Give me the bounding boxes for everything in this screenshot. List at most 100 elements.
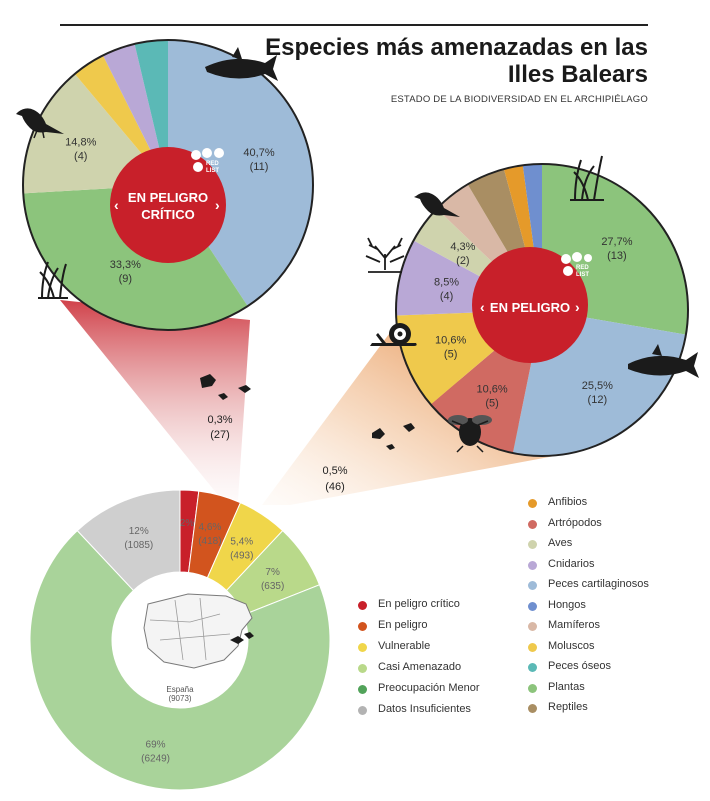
badge-critical-line1: EN PELIGRO bbox=[128, 190, 208, 205]
slice-pct-label: 27,7% bbox=[601, 236, 632, 248]
legend-label: Preocupación Menor bbox=[378, 682, 480, 694]
legend-groups: Anfibios Artrópodos Aves Cnidarios Peces car… bbox=[528, 496, 698, 726]
share-critical-count: (27) bbox=[210, 429, 230, 441]
slice-count-label: (635) bbox=[261, 581, 284, 592]
slice-count-label: (418) bbox=[198, 536, 221, 547]
redlist-text-2: LIST bbox=[576, 272, 589, 278]
slice-count-label: (5) bbox=[444, 349, 457, 361]
pie-outline bbox=[22, 39, 314, 331]
slice-pct-label: 8,5% bbox=[434, 277, 459, 289]
slice-pct-label: 12% bbox=[129, 526, 149, 537]
spain-total: (9073) bbox=[168, 694, 191, 703]
legend-swatch bbox=[358, 601, 367, 610]
bee-icon bbox=[448, 415, 492, 453]
badge-critical: EN PELIGRO CRÍTICO ‹ › RED LIST bbox=[110, 147, 226, 263]
spain-map-icon bbox=[143, 593, 254, 669]
legend-label: Artrópodos bbox=[548, 516, 602, 529]
snail-icon bbox=[370, 323, 417, 346]
chevron-right-icon: › bbox=[215, 197, 220, 213]
slice-count-label: (13) bbox=[607, 250, 627, 262]
top-rule bbox=[60, 24, 648, 26]
shark-icon bbox=[628, 344, 699, 378]
legend-swatch bbox=[528, 601, 537, 611]
slice-count-label: (9) bbox=[119, 273, 132, 285]
chevron-left-icon: ‹ bbox=[480, 299, 485, 315]
legend-label: Anfibios bbox=[548, 496, 588, 508]
badge-endangered-label: EN PELIGRO bbox=[490, 300, 570, 315]
redlist-text-1: RED bbox=[206, 161, 219, 167]
legend-swatch bbox=[358, 622, 367, 631]
legend-swatch bbox=[358, 706, 367, 715]
share-critical-pct: 0,3% bbox=[207, 414, 232, 426]
slice-count-label: (5) bbox=[485, 397, 498, 409]
slice-count-label: (12) bbox=[588, 394, 608, 406]
legend-swatch bbox=[358, 664, 367, 673]
badge-critical-line2: CRÍTICO bbox=[141, 207, 194, 222]
slice-preocupacion-menor bbox=[29, 529, 331, 791]
slice-count-label: (6249) bbox=[141, 753, 170, 764]
slice-pct-label: 4,6% bbox=[198, 522, 221, 533]
legend-swatch bbox=[528, 560, 537, 570]
slice-count-label: (493) bbox=[230, 551, 253, 562]
legend-label: Datos Insuficientes bbox=[378, 703, 471, 715]
legend-label: Peces cartilaginosos bbox=[548, 578, 649, 590]
legend-label: En peligro bbox=[378, 619, 428, 631]
slice-pct-label: 40,7% bbox=[243, 147, 274, 159]
redlist-text-1: RED bbox=[576, 265, 589, 271]
slice-pct-label: 2% bbox=[180, 518, 195, 529]
redlist-text-2: LIST bbox=[206, 168, 219, 174]
legend-swatch bbox=[528, 663, 537, 672]
slice-pct-label: 25,5% bbox=[582, 380, 613, 392]
legend-swatch bbox=[358, 643, 367, 652]
legend-swatch bbox=[528, 704, 537, 713]
funnel-endangered bbox=[262, 330, 560, 505]
coral-icon bbox=[365, 237, 405, 273]
slice-count-label: (1085) bbox=[124, 540, 153, 551]
slice-count-label: (11) bbox=[250, 161, 269, 173]
slice-pct-label: 33,3% bbox=[110, 259, 141, 271]
legend-label: Hongos bbox=[548, 598, 586, 611]
legend-swatch bbox=[528, 581, 537, 590]
balearic-islands-icon bbox=[200, 374, 251, 400]
chevron-right-icon: › bbox=[575, 299, 580, 315]
legend-label: Moluscos bbox=[548, 639, 595, 652]
legend-label: Plantas bbox=[548, 680, 585, 693]
chevron-left-icon: ‹ bbox=[114, 197, 119, 213]
redlist-logo-icon: RED LIST bbox=[191, 148, 224, 174]
badge-endangered: EN PELIGRO ‹ › RED LIST bbox=[472, 247, 592, 363]
slice-pct-label: 5,4% bbox=[230, 537, 253, 548]
slice-pct-label: 10,6% bbox=[477, 383, 508, 395]
plant-icon bbox=[38, 261, 68, 299]
title-line-2: Illes Balears bbox=[507, 61, 648, 88]
legend-swatch bbox=[528, 622, 537, 631]
shark-icon bbox=[205, 47, 278, 81]
legend-swatch bbox=[528, 642, 537, 652]
slice-pct-label: 69% bbox=[146, 739, 166, 750]
chart-subtitle: ESTADO DE LA BIODIVERSIDAD EN EL ARCHIPI… bbox=[390, 94, 648, 105]
bird-icon bbox=[414, 192, 460, 217]
balearic-islands-icon bbox=[372, 423, 415, 450]
legend-label: Reptiles bbox=[548, 701, 588, 713]
slice-pct-label: 7% bbox=[265, 567, 280, 578]
slice-count-label: (2) bbox=[456, 255, 469, 267]
legend-swatch bbox=[528, 519, 537, 529]
slice-count-label: (4) bbox=[440, 291, 453, 303]
share-endangered-pct: 0,5% bbox=[322, 465, 347, 477]
slice-datos-insuficientes bbox=[76, 489, 181, 592]
legend-swatch bbox=[528, 540, 537, 549]
redlist-logo-icon: RED LIST bbox=[561, 252, 592, 278]
share-endangered-count: (46) bbox=[325, 481, 345, 493]
legend-label: Mamíferos bbox=[548, 619, 600, 631]
slice-pct-label: 10,6% bbox=[435, 335, 466, 347]
legend-label: Peces óseos bbox=[548, 660, 611, 672]
bird-icon bbox=[16, 108, 64, 139]
chart-title: Especies más amenazadas en las Illes Bal… bbox=[228, 34, 648, 88]
slice-pct-label: 14,8% bbox=[65, 136, 96, 148]
legend-label: Cnidarios bbox=[548, 557, 595, 570]
legend-label: Aves bbox=[548, 537, 573, 549]
slice-count-label: (4) bbox=[74, 150, 87, 162]
pie-spain: 2% 4,6% (418) 5,4% (493) 7% (635) 69% (6249) 12% (… bbox=[29, 489, 331, 791]
legend-label: Casi Amenazado bbox=[378, 661, 462, 673]
plant-icon bbox=[570, 155, 604, 201]
title-line-1: Especies más amenazadas en las bbox=[265, 34, 648, 61]
